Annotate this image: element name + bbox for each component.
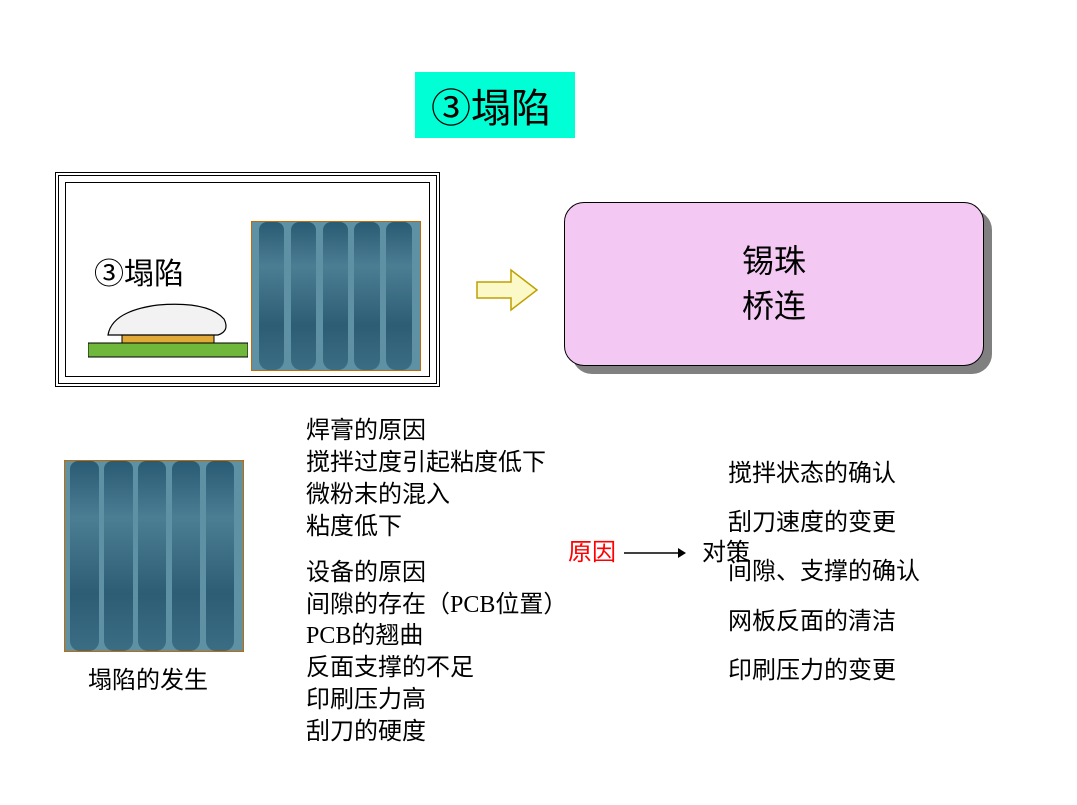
microscope-caption: 塌陷的发生 [88,660,208,695]
slump-label: ③塌陷 [94,249,184,293]
countermeasure-item: 刮刀速度的变更 [728,499,920,548]
paste-cause-header: 焊膏的原因 [306,416,567,448]
link-arrow-icon [624,546,686,560]
result-box: 锡珠 桥连 [564,202,984,366]
result-line-2: 桥连 [742,284,806,329]
microscope-stripes [252,222,420,370]
microscope-thumb [251,221,421,371]
equip-cause-item: 间隙的存在（PCB位置） [306,590,567,622]
equip-cause-item: PCB的翘曲 [306,621,567,653]
equip-cause-item: 反面支撑的不足 [306,653,567,685]
page-title: ③塌陷 [415,72,575,138]
defect-panel: ③塌陷 [55,172,440,387]
equip-cause-header: 设备的原因 [306,558,567,590]
countermeasure-item: 搅拌状态的确认 [728,450,920,499]
paste-cause-item: 搅拌过度引起粘度低下 [306,448,567,480]
result-line-1: 锡珠 [742,239,806,284]
countermeasure-item: 网板反面的清洁 [728,598,920,647]
paste-cause-item: 粘度低下 [306,512,567,544]
equip-cause-item: 刮刀的硬度 [306,717,567,749]
countermeasures-column: 搅拌状态的确认 刮刀速度的变更 间隙、支撑的确认 网板反面的清洁 印刷压力的变更 [728,450,920,696]
causes-column: 焊膏的原因 搅拌过度引起粘度低下 微粉末的混入 粘度低下 设备的原因 间隙的存在… [306,416,567,749]
countermeasure-item: 印刷压力的变更 [728,647,920,696]
defect-panel-inner: ③塌陷 [65,182,430,377]
microscope-large [64,460,244,652]
cause-label: 原因 [568,532,616,567]
arrow-right-icon [475,268,539,312]
paste-cause-item: 微粉末的混入 [306,480,567,512]
equip-cause-item: 印刷压力高 [306,685,567,717]
slump-diagram [88,301,248,359]
countermeasure-item: 间隙、支撑的确认 [728,548,920,597]
microscope-large-stripes [65,461,243,651]
